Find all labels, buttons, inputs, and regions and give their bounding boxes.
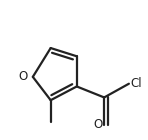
Text: O: O xyxy=(19,70,28,83)
Text: Cl: Cl xyxy=(131,77,142,90)
Text: O: O xyxy=(93,118,103,131)
